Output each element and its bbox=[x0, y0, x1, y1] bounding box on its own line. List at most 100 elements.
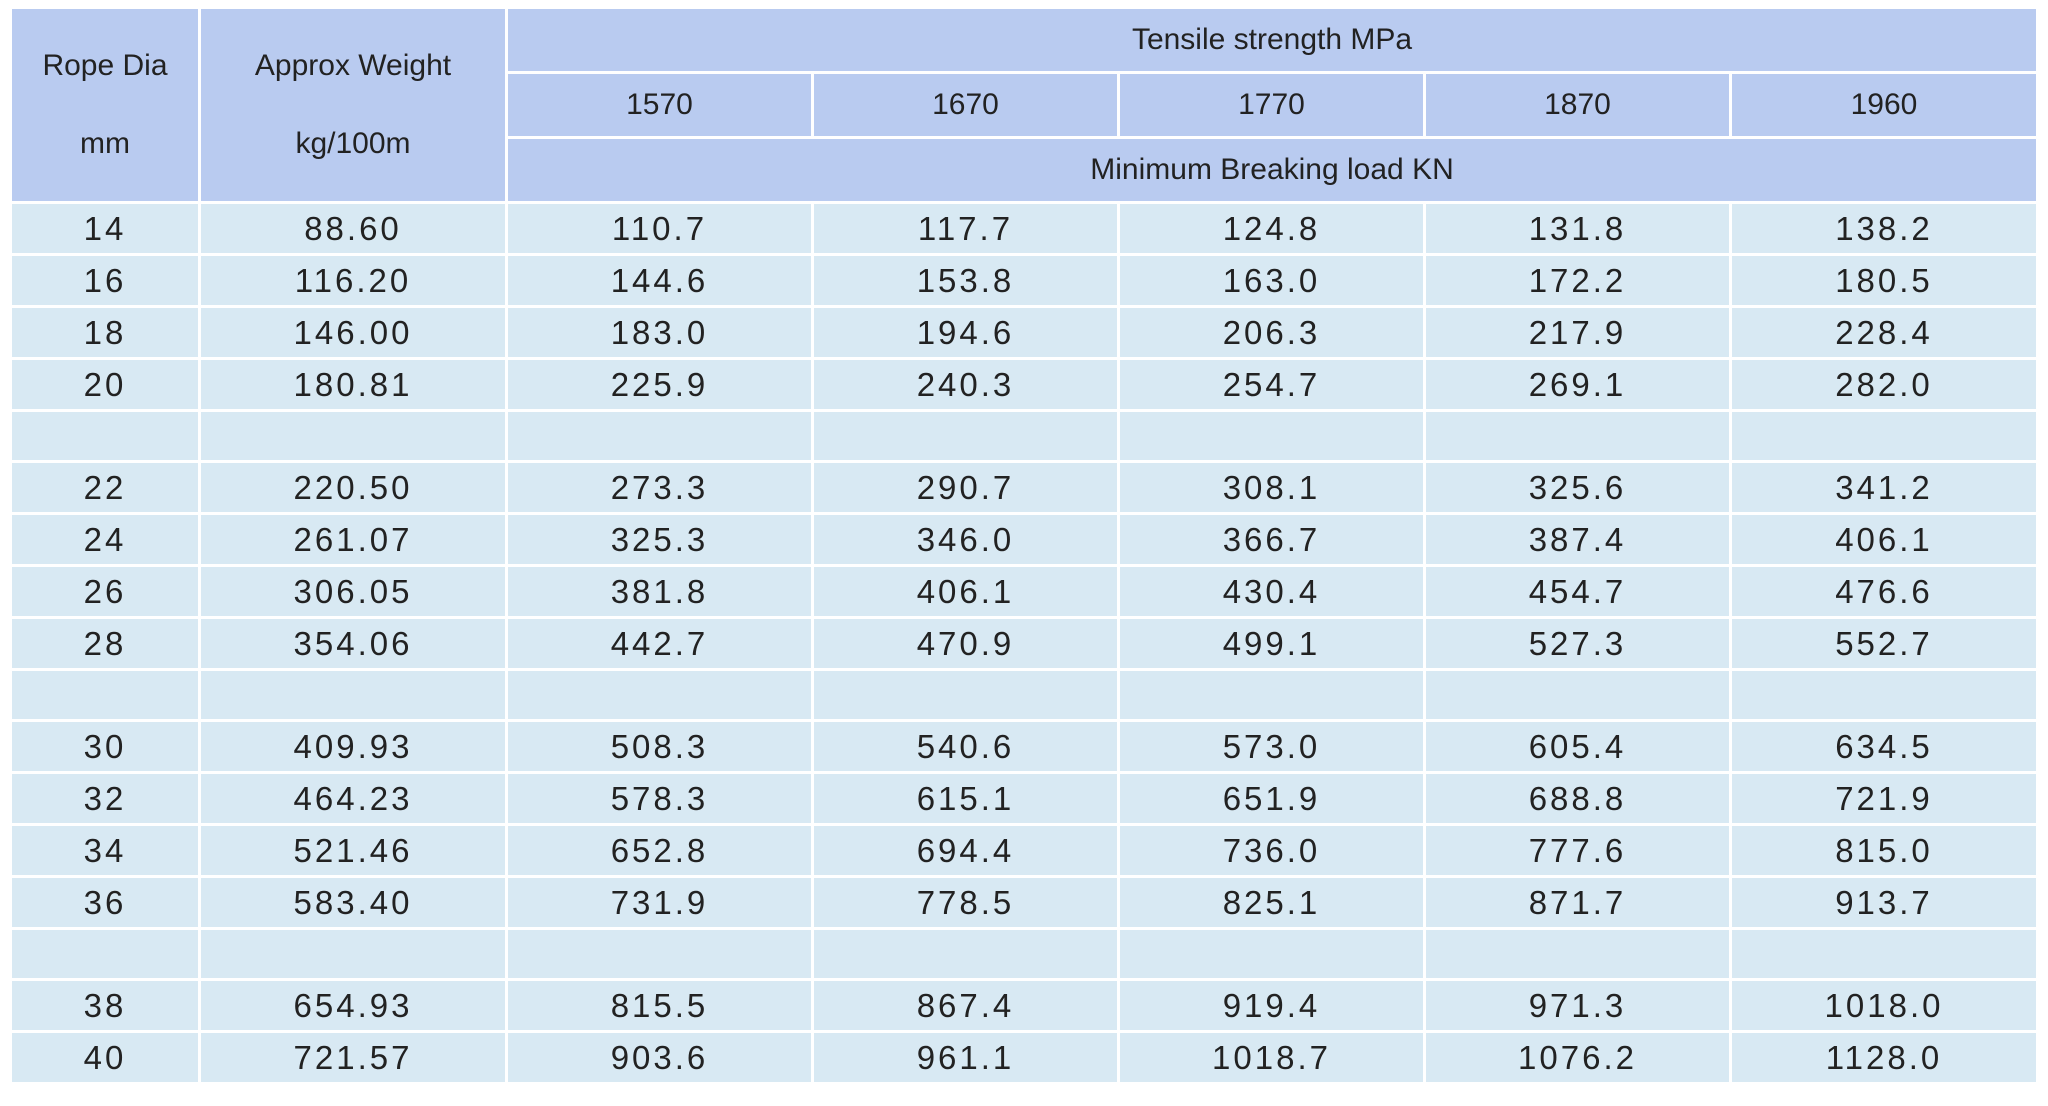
spacer-row bbox=[12, 930, 2037, 978]
breaking-load-cell: 527.3 bbox=[1426, 619, 1729, 668]
table-row: 32 464.23 578.3 615.1 651.9 688.8 721.9 bbox=[12, 774, 2037, 823]
table-row: 30 409.93 508.3 540.6 573.0 605.4 634.5 bbox=[12, 722, 2037, 771]
breaking-load-cell: 578.3 bbox=[508, 774, 811, 823]
breaking-load-cell: 228.4 bbox=[1732, 308, 2037, 357]
table-row: 26 306.05 381.8 406.1 430.4 454.7 476.6 bbox=[12, 567, 2037, 616]
breaking-load-cell: 651.9 bbox=[1120, 774, 1423, 823]
table-row: 22 220.50 273.3 290.7 308.1 325.6 341.2 bbox=[12, 463, 2037, 512]
tensile-strength-header: Tensile strength MPa bbox=[508, 9, 2037, 71]
rope-dia-cell: 22 bbox=[12, 463, 198, 512]
weight-cell: 261.07 bbox=[201, 515, 505, 564]
breaking-load-cell: 325.6 bbox=[1426, 463, 1729, 512]
breaking-load-cell: 346.0 bbox=[814, 515, 1117, 564]
spacer-cell bbox=[12, 671, 198, 719]
breaking-load-cell: 825.1 bbox=[1120, 878, 1423, 927]
table-row: 36 583.40 731.9 778.5 825.1 871.7 913.7 bbox=[12, 878, 2037, 927]
breaking-load-cell: 172.2 bbox=[1426, 256, 1729, 305]
breaking-load-cell: 430.4 bbox=[1120, 567, 1423, 616]
weight-cell: 306.05 bbox=[201, 567, 505, 616]
breaking-load-cell: 778.5 bbox=[814, 878, 1117, 927]
breaking-load-cell: 867.4 bbox=[814, 981, 1117, 1030]
breaking-load-cell: 163.0 bbox=[1120, 256, 1423, 305]
table-row: 20 180.81 225.9 240.3 254.7 269.1 282.0 bbox=[12, 360, 2037, 409]
breaking-load-cell: 273.3 bbox=[508, 463, 811, 512]
breaking-load-cell: 183.0 bbox=[508, 308, 811, 357]
breaking-load-cell: 1128.0 bbox=[1732, 1033, 2037, 1082]
spacer-cell bbox=[1732, 412, 2037, 460]
breaking-load-cell: 282.0 bbox=[1732, 360, 2037, 409]
weight-cell: 409.93 bbox=[201, 722, 505, 771]
spacer-cell bbox=[508, 671, 811, 719]
breaking-load-cell: 508.3 bbox=[508, 722, 811, 771]
spacer-cell bbox=[1120, 671, 1423, 719]
spacer-cell bbox=[1426, 412, 1729, 460]
breaking-load-cell: 470.9 bbox=[814, 619, 1117, 668]
table-row: 34 521.46 652.8 694.4 736.0 777.6 815.0 bbox=[12, 826, 2037, 875]
weight-cell: 354.06 bbox=[201, 619, 505, 668]
breaking-load-cell: 124.8 bbox=[1120, 204, 1423, 253]
breaking-load-cell: 815.5 bbox=[508, 981, 811, 1030]
spacer-cell bbox=[814, 930, 1117, 978]
breaking-load-cell: 442.7 bbox=[508, 619, 811, 668]
breaking-load-cell: 194.6 bbox=[814, 308, 1117, 357]
breaking-load-cell: 254.7 bbox=[1120, 360, 1423, 409]
breaking-load-cell: 341.2 bbox=[1732, 463, 2037, 512]
breaking-load-cell: 476.6 bbox=[1732, 567, 2037, 616]
table-row: 28 354.06 442.7 470.9 499.1 527.3 552.7 bbox=[12, 619, 2037, 668]
grade-header: 1870 bbox=[1426, 74, 1729, 136]
breaking-load-cell: 736.0 bbox=[1120, 826, 1423, 875]
breaking-load-cell: 144.6 bbox=[508, 256, 811, 305]
breaking-load-cell: 406.1 bbox=[1732, 515, 2037, 564]
weight-cell: 521.46 bbox=[201, 826, 505, 875]
rope-dia-cell: 30 bbox=[12, 722, 198, 771]
weight-cell: 88.60 bbox=[201, 204, 505, 253]
spacer-cell bbox=[1426, 671, 1729, 719]
weight-cell: 583.40 bbox=[201, 878, 505, 927]
breaking-load-cell: 406.1 bbox=[814, 567, 1117, 616]
spacer-cell bbox=[1732, 930, 2037, 978]
table-row: 18 146.00 183.0 194.6 206.3 217.9 228.4 bbox=[12, 308, 2037, 357]
spacer-cell bbox=[814, 671, 1117, 719]
grade-header: 1570 bbox=[508, 74, 811, 136]
grade-header: 1960 bbox=[1732, 74, 2037, 136]
weight-cell: 180.81 bbox=[201, 360, 505, 409]
breaking-load-cell: 913.7 bbox=[1732, 878, 2037, 927]
weight-header-line1: Approx Weight bbox=[254, 49, 452, 82]
weight-cell: 116.20 bbox=[201, 256, 505, 305]
breaking-load-cell: 117.7 bbox=[814, 204, 1117, 253]
breaking-load-cell: 325.3 bbox=[508, 515, 811, 564]
table-body: 14 88.60 110.7 117.7 124.8 131.8 138.2 16 116.20… bbox=[12, 204, 2037, 1082]
breaking-load-cell: 652.8 bbox=[508, 826, 811, 875]
breaking-load-cell: 1018.0 bbox=[1732, 981, 2037, 1030]
spacer-cell bbox=[1426, 930, 1729, 978]
breaking-load-cell: 552.7 bbox=[1732, 619, 2037, 668]
table-row: 16 116.20 144.6 153.8 163.0 172.2 180.5 bbox=[12, 256, 2037, 305]
spacer-row bbox=[12, 412, 2037, 460]
breaking-load-cell: 903.6 bbox=[508, 1033, 811, 1082]
spacer-cell bbox=[508, 930, 811, 978]
rope-dia-cell: 20 bbox=[12, 360, 198, 409]
spacer-cell bbox=[1732, 671, 2037, 719]
rope-dia-cell: 24 bbox=[12, 515, 198, 564]
breaking-load-cell: 180.5 bbox=[1732, 256, 2037, 305]
weight-cell: 464.23 bbox=[201, 774, 505, 823]
breaking-load-cell: 573.0 bbox=[1120, 722, 1423, 771]
breaking-load-cell: 615.1 bbox=[814, 774, 1117, 823]
spacer-cell bbox=[201, 671, 505, 719]
table-row: 38 654.93 815.5 867.4 919.4 971.3 1018.0 bbox=[12, 981, 2037, 1030]
breaking-load-cell: 694.4 bbox=[814, 826, 1117, 875]
rope-dia-cell: 16 bbox=[12, 256, 198, 305]
breaking-load-cell: 240.3 bbox=[814, 360, 1117, 409]
rope-dia-cell: 32 bbox=[12, 774, 198, 823]
breaking-load-cell: 721.9 bbox=[1732, 774, 2037, 823]
weight-header: Approx Weight kg/100m bbox=[201, 9, 505, 201]
breaking-load-cell: 290.7 bbox=[814, 463, 1117, 512]
breaking-load-cell: 387.4 bbox=[1426, 515, 1729, 564]
table-row: 14 88.60 110.7 117.7 124.8 131.8 138.2 bbox=[12, 204, 2037, 253]
breaking-load-cell: 110.7 bbox=[508, 204, 811, 253]
breaking-load-cell: 269.1 bbox=[1426, 360, 1729, 409]
breaking-load-cell: 731.9 bbox=[508, 878, 811, 927]
breaking-load-cell: 225.9 bbox=[508, 360, 811, 409]
rope-dia-cell: 38 bbox=[12, 981, 198, 1030]
spacer-cell bbox=[1120, 412, 1423, 460]
